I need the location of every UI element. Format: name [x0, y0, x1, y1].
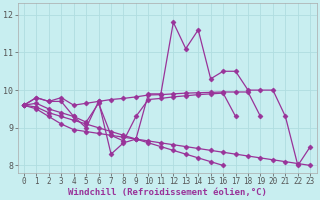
- X-axis label: Windchill (Refroidissement éolien,°C): Windchill (Refroidissement éolien,°C): [68, 188, 267, 197]
